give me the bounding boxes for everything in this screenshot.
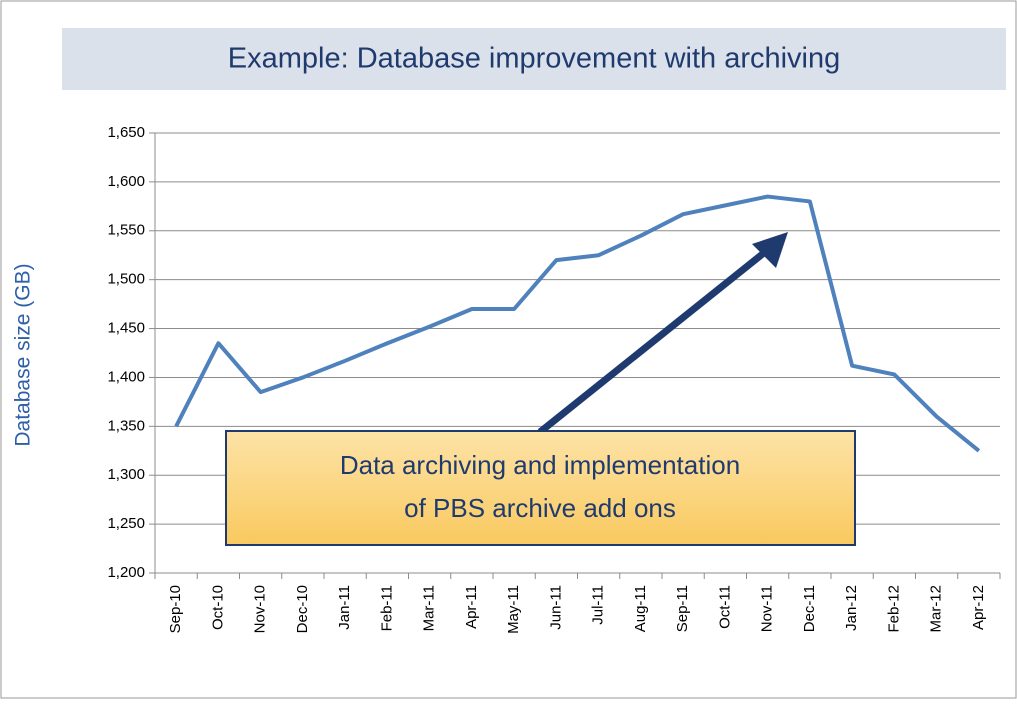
x-tick-label: Jun-11 (547, 585, 564, 630)
x-tick-label: Feb-11 (378, 585, 395, 631)
data-line (174, 194, 981, 453)
x-tick-label: Oct-10 (209, 585, 226, 630)
x-tick-label: May-11 (505, 585, 522, 634)
x-tick-label: Sep-11 (674, 585, 691, 632)
y-tick-label: 1,550 (107, 222, 145, 239)
arrow-head (752, 232, 788, 268)
annotation-box (225, 430, 856, 546)
y-tick-label: 1,400 (107, 368, 145, 385)
x-tick-label: Dec-11 (801, 585, 818, 632)
y-tick-label: 1,500 (107, 271, 145, 288)
y-tick-label: 1,350 (107, 417, 145, 434)
x-tick-label: Jan-11 (336, 585, 353, 630)
y-tick-label: 1,450 (107, 320, 145, 337)
x-tick-label: Feb-12 (885, 585, 902, 633)
x-tick-label: Sep-10 (167, 585, 184, 633)
x-tick-label: Aug-11 (632, 585, 649, 632)
y-tick-label: 1,650 (107, 124, 145, 141)
y-tick-label: 1,200 (107, 564, 145, 581)
x-tick-label: Nov-10 (252, 585, 269, 633)
annotation-line: Data archiving and implementation (340, 450, 740, 480)
plot: 1,200 1,250 1,300 1,350 1,400 1,450 1,500 1,550… (107, 124, 1001, 634)
arrow (537, 245, 773, 435)
y-tick-label: 1,300 (107, 466, 145, 483)
x-tick-label: Oct-11 (716, 585, 733, 629)
x-tick-label: Nov-11 (759, 585, 776, 632)
x-tick-label: Mar-12 (928, 585, 945, 633)
title-band (62, 28, 1006, 90)
y-axis-label: Database size (GB) (12, 263, 35, 446)
x-tick-label: Apr-11 (463, 585, 480, 629)
x-tick-label: Mar-11 (421, 585, 438, 631)
annotation-line: of PBS archive add ons (404, 493, 676, 523)
x-tick-label: Jan-12 (843, 585, 860, 631)
x-tick-label: Jul-11 (590, 585, 607, 625)
y-tick-label: 1,250 (107, 515, 145, 532)
y-tick-label: 1,600 (107, 173, 145, 190)
x-tick-label: Dec-10 (294, 585, 311, 633)
x-tick-label: Apr-12 (970, 585, 987, 630)
chart-title: Example: Database improvement with archi… (228, 43, 841, 75)
annotation-group: Data archiving and implementation of PBS… (225, 232, 856, 546)
